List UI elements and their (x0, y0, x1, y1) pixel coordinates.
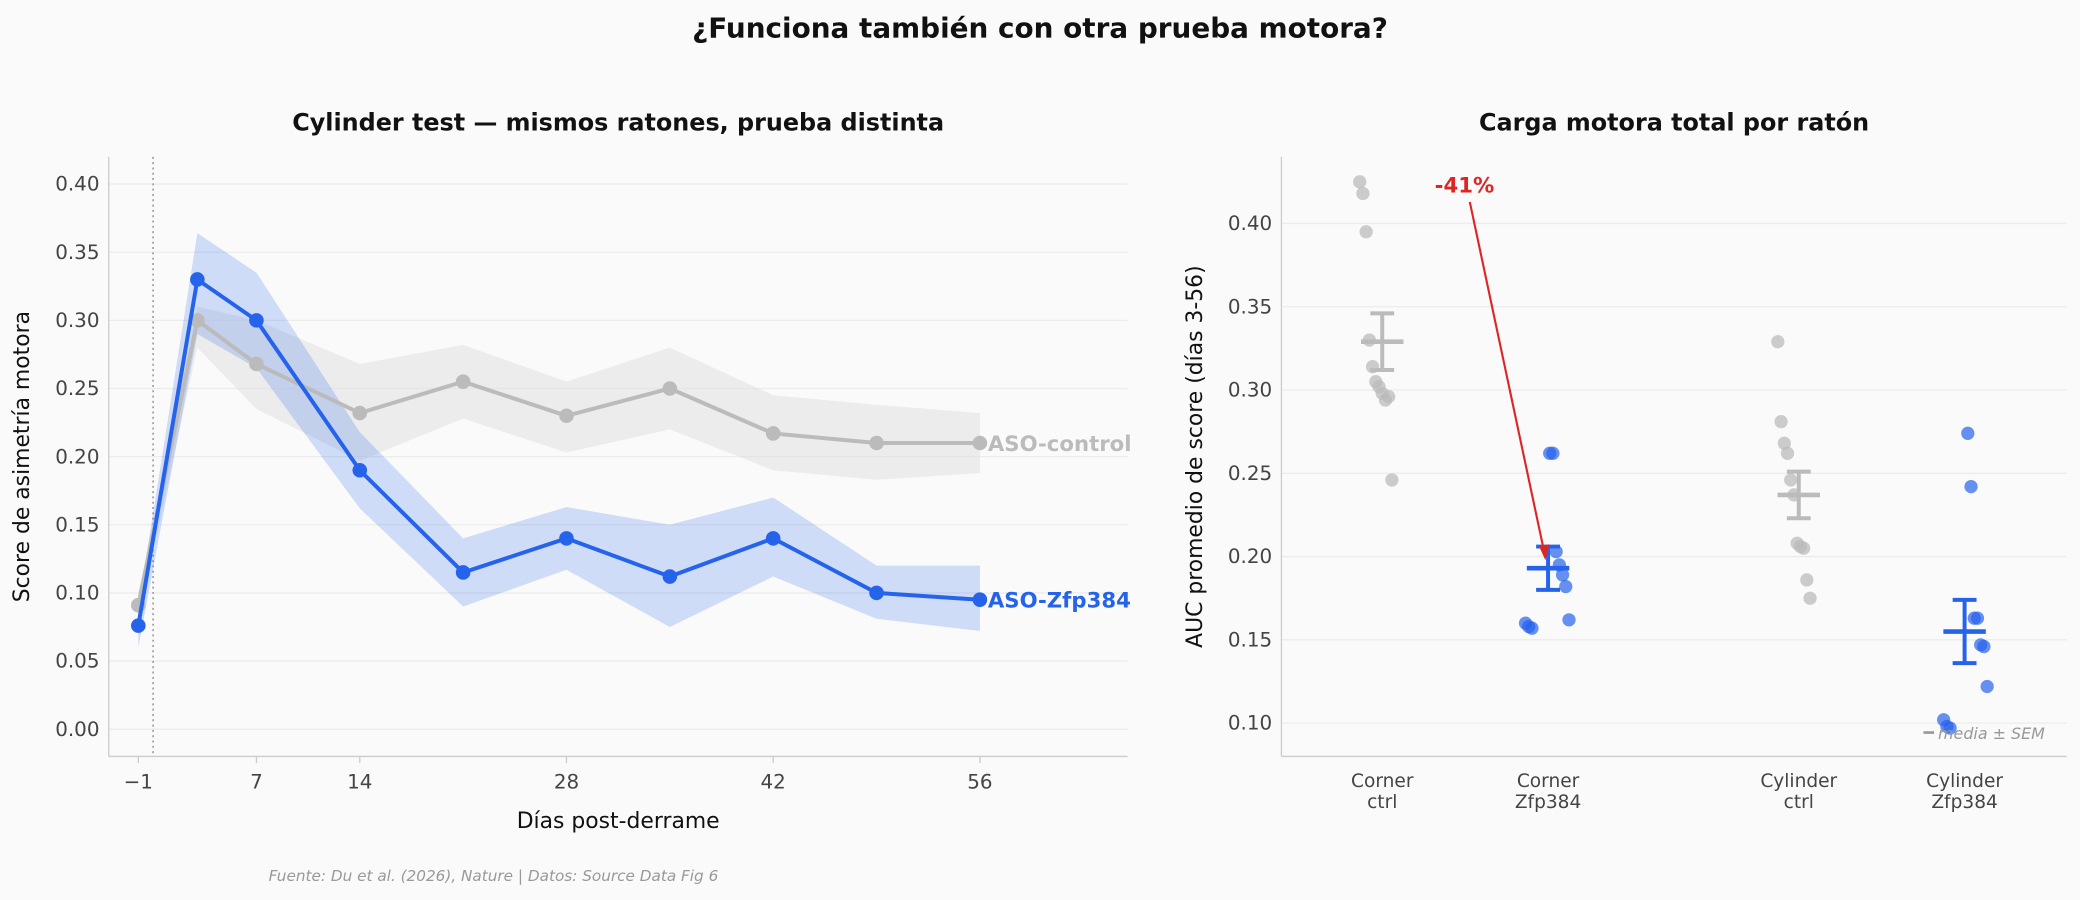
point (455, 374, 471, 389)
y-tick-label: 0.35 (55, 241, 99, 264)
y-tick-label: 0.25 (55, 377, 99, 400)
x-tick-label: 42 (761, 770, 786, 793)
point (190, 313, 205, 328)
point (1525, 621, 1539, 635)
y-tick-label: 0.05 (55, 650, 99, 673)
line (136, 276, 981, 626)
line (136, 316, 980, 606)
point (1359, 225, 1373, 239)
point (1771, 335, 1785, 349)
x-tick-label: 7 (250, 770, 263, 793)
point (1961, 426, 1975, 440)
annotation-arrow (1468, 201, 1547, 558)
x-tick-label: Corner ctrl (1351, 771, 1414, 813)
point (1800, 573, 1814, 587)
series-label: ASO-Zfp384 (988, 589, 1131, 614)
x-tick-label: Cylinder ctrl (1760, 771, 1837, 813)
arrow-head (1538, 544, 1550, 561)
point (1970, 611, 1985, 625)
point (352, 462, 368, 478)
y-axis-label: Score de asimetría motora (10, 311, 35, 602)
point (1353, 175, 1367, 189)
y-tick-label: 0.40 (1228, 212, 1272, 235)
point (1803, 591, 1817, 605)
subplot-title: Cylinder test — mismos ratones, prueba d… (292, 108, 944, 136)
point (662, 381, 678, 396)
point (559, 408, 574, 424)
y-axis-label: AUC promedio de score (días 3-56) (1183, 265, 1208, 648)
error-band (138, 306, 980, 621)
point (1943, 721, 1957, 735)
source: Fuente: Du et al. (2026), Nature | Datos… (269, 867, 719, 885)
series-label: ASO-control (988, 432, 1132, 457)
point (1774, 415, 1788, 429)
point (455, 565, 471, 580)
point (249, 356, 264, 372)
y-tick-label: 0.10 (55, 582, 99, 605)
x-tick-label: 28 (554, 770, 579, 793)
y-tick-label: 0.15 (1228, 628, 1272, 651)
point (1980, 679, 1994, 694)
point (1382, 390, 1396, 404)
point (1777, 436, 1791, 450)
y-tick-label: 0.40 (55, 173, 99, 196)
point (1796, 541, 1811, 555)
y-tick-label: 0.35 (1228, 295, 1272, 318)
y-tick-label: 0.15 (55, 513, 99, 536)
point (765, 426, 781, 441)
point (1780, 446, 1795, 460)
point (1784, 473, 1798, 487)
y-tick-label: 0.25 (1228, 462, 1272, 485)
page-title: ¿Funciona también con otra prueba motora… (692, 11, 1388, 44)
x-tick-label: −1 (124, 770, 153, 793)
point (190, 272, 205, 287)
point (972, 592, 988, 608)
x-tick-label: 14 (347, 770, 372, 793)
y-tick-label: 0.30 (1228, 379, 1272, 402)
x-tick-label: 56 (967, 770, 992, 793)
point (1555, 568, 1570, 582)
y-tick-label: 0.20 (55, 445, 99, 468)
legend-note: media ± SEM (1938, 724, 2045, 743)
y-tick-label: 0.10 (1228, 712, 1272, 735)
subplot-title: Carga motora total por ratón (1479, 108, 1869, 136)
point (765, 531, 781, 546)
x-tick-label: Cylinder Zfp384 (1926, 771, 2003, 813)
point (1964, 479, 1978, 494)
point (1559, 579, 1573, 594)
point (1385, 473, 1399, 487)
point (869, 585, 884, 601)
y-tick-label: 0.30 (55, 309, 99, 332)
point (559, 531, 574, 546)
point (972, 435, 988, 451)
x-axis-label: Días post-derrame (517, 809, 720, 834)
y-tick-label: 0.20 (1228, 545, 1272, 568)
point (1356, 186, 1370, 201)
point (1562, 613, 1576, 627)
x-tick-label: Corner Zfp384 (1515, 771, 1581, 813)
point (1546, 446, 1560, 460)
point (131, 618, 146, 633)
point (662, 569, 678, 584)
point (249, 313, 264, 328)
point (1977, 639, 1991, 654)
y-tick-label: 0.00 (55, 718, 99, 741)
point (869, 435, 884, 451)
annotation: -41% (1435, 174, 1495, 199)
point (352, 405, 368, 421)
